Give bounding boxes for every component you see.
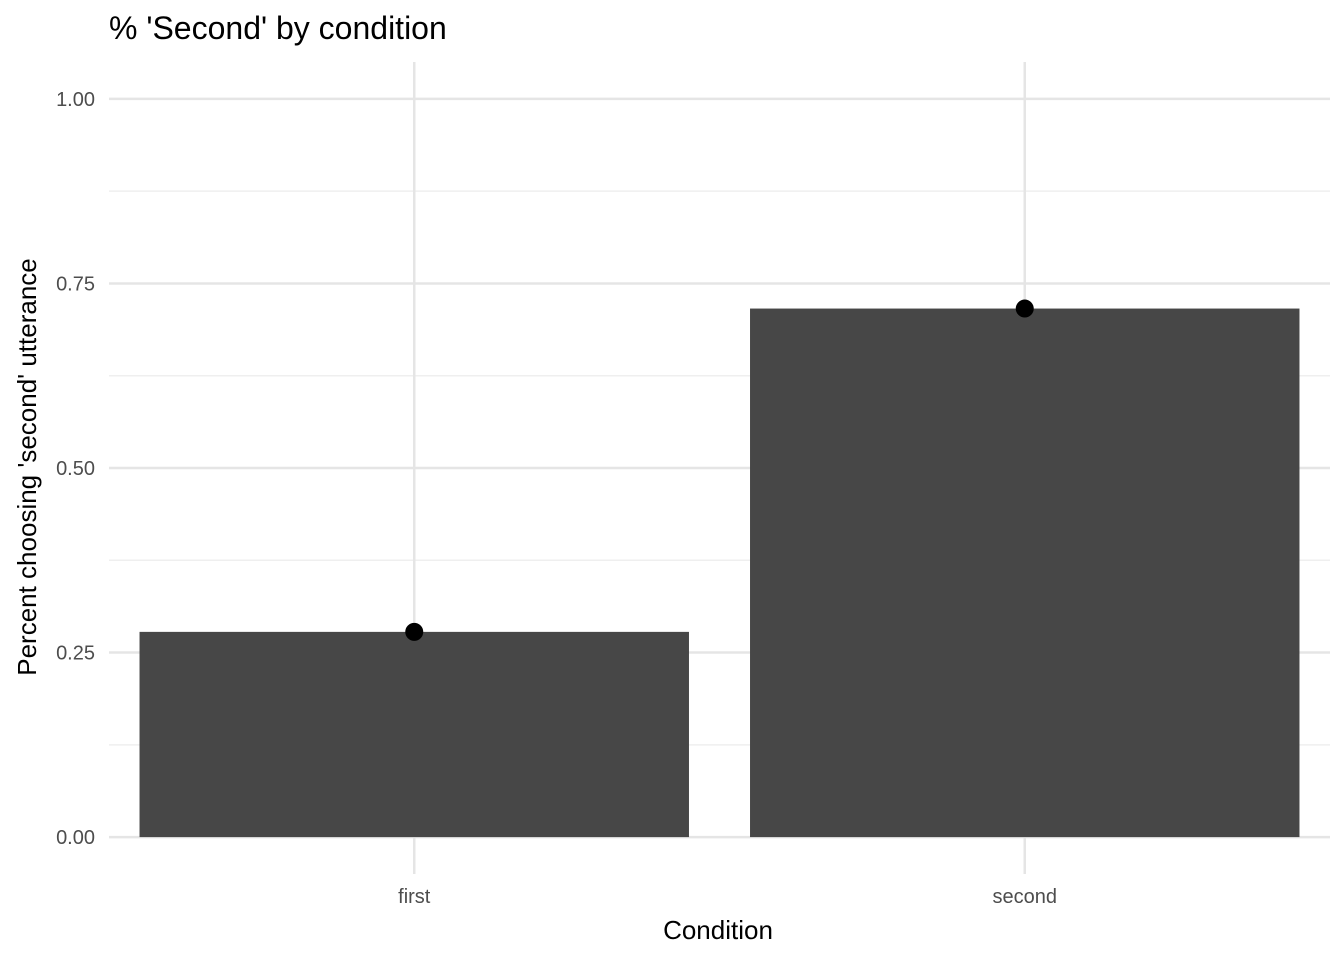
points bbox=[405, 299, 1034, 641]
x-axis-title: Condition bbox=[663, 915, 773, 945]
bar-second bbox=[750, 308, 1300, 838]
y-axis-tick-labels: 0.00 0.25 0.50 0.75 1.00 bbox=[56, 89, 95, 849]
y-tick-label: 0.25 bbox=[56, 643, 95, 665]
x-axis-tick-labels: first second bbox=[398, 886, 1057, 908]
x-tick-label: second bbox=[993, 886, 1058, 908]
y-tick-label: 0.50 bbox=[56, 458, 95, 480]
bar-first bbox=[139, 631, 689, 838]
point-first bbox=[405, 622, 424, 641]
y-axis-title: Percent choosing 'second' utterance bbox=[12, 258, 42, 676]
point-second bbox=[1015, 299, 1034, 318]
y-tick-label: 1.00 bbox=[56, 89, 95, 111]
chart-title: % 'Second' by condition bbox=[109, 10, 447, 46]
y-tick-label: 0.75 bbox=[56, 273, 95, 295]
bars bbox=[139, 308, 1300, 838]
y-tick-label: 0.00 bbox=[56, 827, 95, 849]
x-tick-label: first bbox=[398, 886, 431, 908]
